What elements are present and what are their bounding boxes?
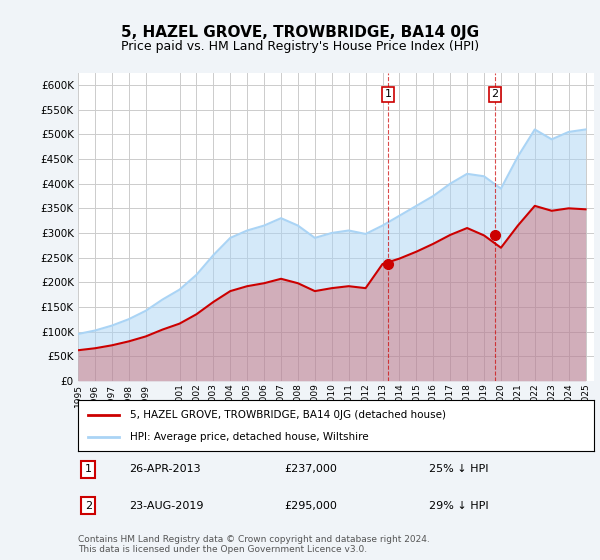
Text: 2: 2 [85, 501, 92, 511]
Text: 26-APR-2013: 26-APR-2013 [130, 464, 201, 474]
Text: Price paid vs. HM Land Registry's House Price Index (HPI): Price paid vs. HM Land Registry's House … [121, 40, 479, 53]
Text: 5, HAZEL GROVE, TROWBRIDGE, BA14 0JG (detached house): 5, HAZEL GROVE, TROWBRIDGE, BA14 0JG (de… [130, 409, 446, 419]
Text: 5, HAZEL GROVE, TROWBRIDGE, BA14 0JG: 5, HAZEL GROVE, TROWBRIDGE, BA14 0JG [121, 25, 479, 40]
Text: 2: 2 [491, 90, 499, 99]
Text: Contains HM Land Registry data © Crown copyright and database right 2024.
This d: Contains HM Land Registry data © Crown c… [78, 535, 430, 554]
Text: 25% ↓ HPI: 25% ↓ HPI [429, 464, 488, 474]
Text: 1: 1 [85, 464, 92, 474]
Text: £295,000: £295,000 [284, 501, 337, 511]
Text: 23-AUG-2019: 23-AUG-2019 [130, 501, 204, 511]
Text: 1: 1 [385, 90, 391, 99]
Text: 29% ↓ HPI: 29% ↓ HPI [429, 501, 488, 511]
Text: £237,000: £237,000 [284, 464, 337, 474]
Text: HPI: Average price, detached house, Wiltshire: HPI: Average price, detached house, Wilt… [130, 432, 368, 442]
